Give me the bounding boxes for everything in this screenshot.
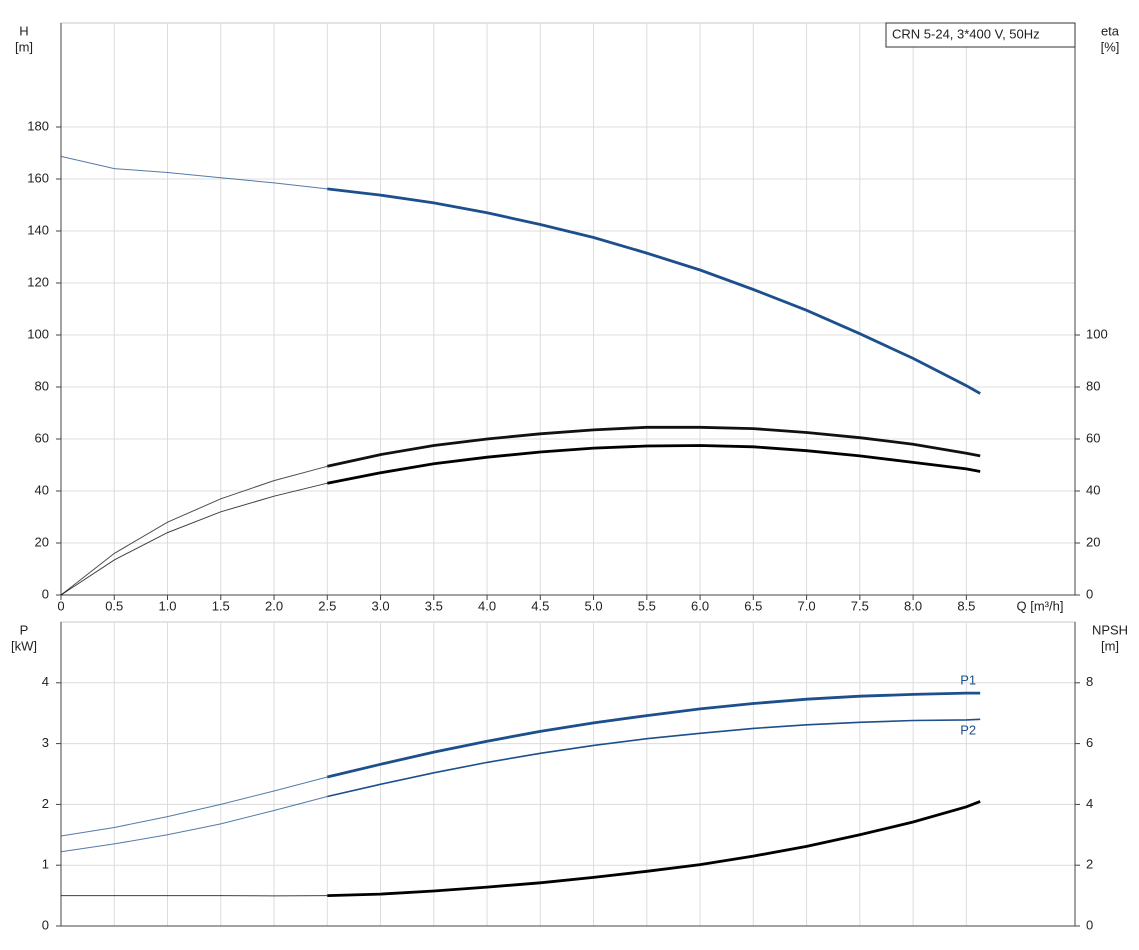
y2-tick-label: 2 — [1086, 857, 1093, 872]
series-label: P1 — [960, 673, 976, 688]
x-tick-label: 7.0 — [798, 598, 816, 613]
x-axis-title: Q [m³/h] — [1017, 598, 1064, 613]
x-tick-label: 5.0 — [585, 598, 603, 613]
curve — [327, 800, 981, 897]
y2-tick-label: 80 — [1086, 378, 1100, 393]
y-tick-label: 1 — [42, 857, 49, 872]
y-tick-label: 4 — [42, 674, 49, 689]
y2-tick-label: 0 — [1086, 586, 1093, 601]
x-tick-label: 2.5 — [318, 598, 336, 613]
curve-extension — [60, 796, 328, 853]
x-tick-label: 1.0 — [158, 598, 176, 613]
y-tick-label: 180 — [27, 118, 49, 133]
curve-extension — [60, 155, 328, 190]
y2-tick-label: 40 — [1086, 482, 1100, 497]
x-tick-label: 3.5 — [425, 598, 443, 613]
curve — [327, 718, 981, 798]
y2-tick-label: 6 — [1086, 735, 1093, 750]
y2-tick-label: 100 — [1086, 326, 1108, 341]
curve — [326, 425, 981, 468]
x-tick-label: 0 — [57, 598, 64, 613]
y-tick-label: 0 — [42, 917, 49, 932]
y-tick-label: 60 — [35, 430, 49, 445]
x-tick-label: 4.5 — [531, 598, 549, 613]
y-tick-label: 3 — [42, 735, 49, 750]
plot-area — [60, 621, 1076, 927]
y-tick-label: 80 — [35, 378, 49, 393]
x-tick-label: 5.5 — [638, 598, 656, 613]
y2-axis-unit: [%] — [1101, 39, 1120, 54]
x-tick-label: 6.0 — [691, 598, 709, 613]
y-axis-unit: [kW] — [11, 638, 37, 653]
y2-tick-label: 0 — [1086, 917, 1093, 932]
y-axis-title: H — [19, 23, 28, 38]
x-tick-label: 7.5 — [851, 598, 869, 613]
y2-tick-label: 8 — [1086, 674, 1093, 689]
x-tick-label: 8.0 — [904, 598, 922, 613]
x-tick-label: 8.5 — [957, 598, 975, 613]
y-tick-label: 0 — [42, 586, 49, 601]
curve — [326, 691, 981, 779]
curve-extension — [60, 776, 328, 837]
y-tick-label: 160 — [27, 170, 49, 185]
x-tick-label: 4.0 — [478, 598, 496, 613]
y-axis-title: P — [20, 622, 29, 637]
y-tick-label: 140 — [27, 222, 49, 237]
y-tick-label: 120 — [27, 274, 49, 289]
y-tick-label: 100 — [27, 326, 49, 341]
y-axis-unit: [m] — [15, 39, 33, 54]
curve — [327, 444, 981, 485]
curve — [327, 187, 981, 395]
annotation-box — [885, 22, 1076, 48]
x-tick-label: 1.5 — [212, 598, 230, 613]
y2-tick-label: 20 — [1086, 534, 1100, 549]
x-tick-label: 2.0 — [265, 598, 283, 613]
curve-extension — [60, 482, 328, 596]
annotation: CRN 5-24, 3*400 V, 50Hz — [892, 26, 1040, 41]
y2-axis-title: eta — [1101, 23, 1120, 38]
y2-axis-unit: [m] — [1101, 638, 1119, 653]
series-label: P2 — [960, 723, 976, 738]
y2-tick-label: 4 — [1086, 796, 1093, 811]
y2-axis-title: NPSH — [1092, 622, 1128, 637]
y2-tick-label: 60 — [1086, 430, 1100, 445]
x-tick-label: 3.0 — [371, 598, 389, 613]
y-tick-label: 40 — [35, 482, 49, 497]
plot-area — [60, 22, 1076, 596]
x-tick-label: 0.5 — [105, 598, 123, 613]
x-tick-label: 6.5 — [744, 598, 762, 613]
y-tick-label: 2 — [42, 796, 49, 811]
curve-extension — [60, 465, 328, 596]
y-tick-label: 20 — [35, 534, 49, 549]
